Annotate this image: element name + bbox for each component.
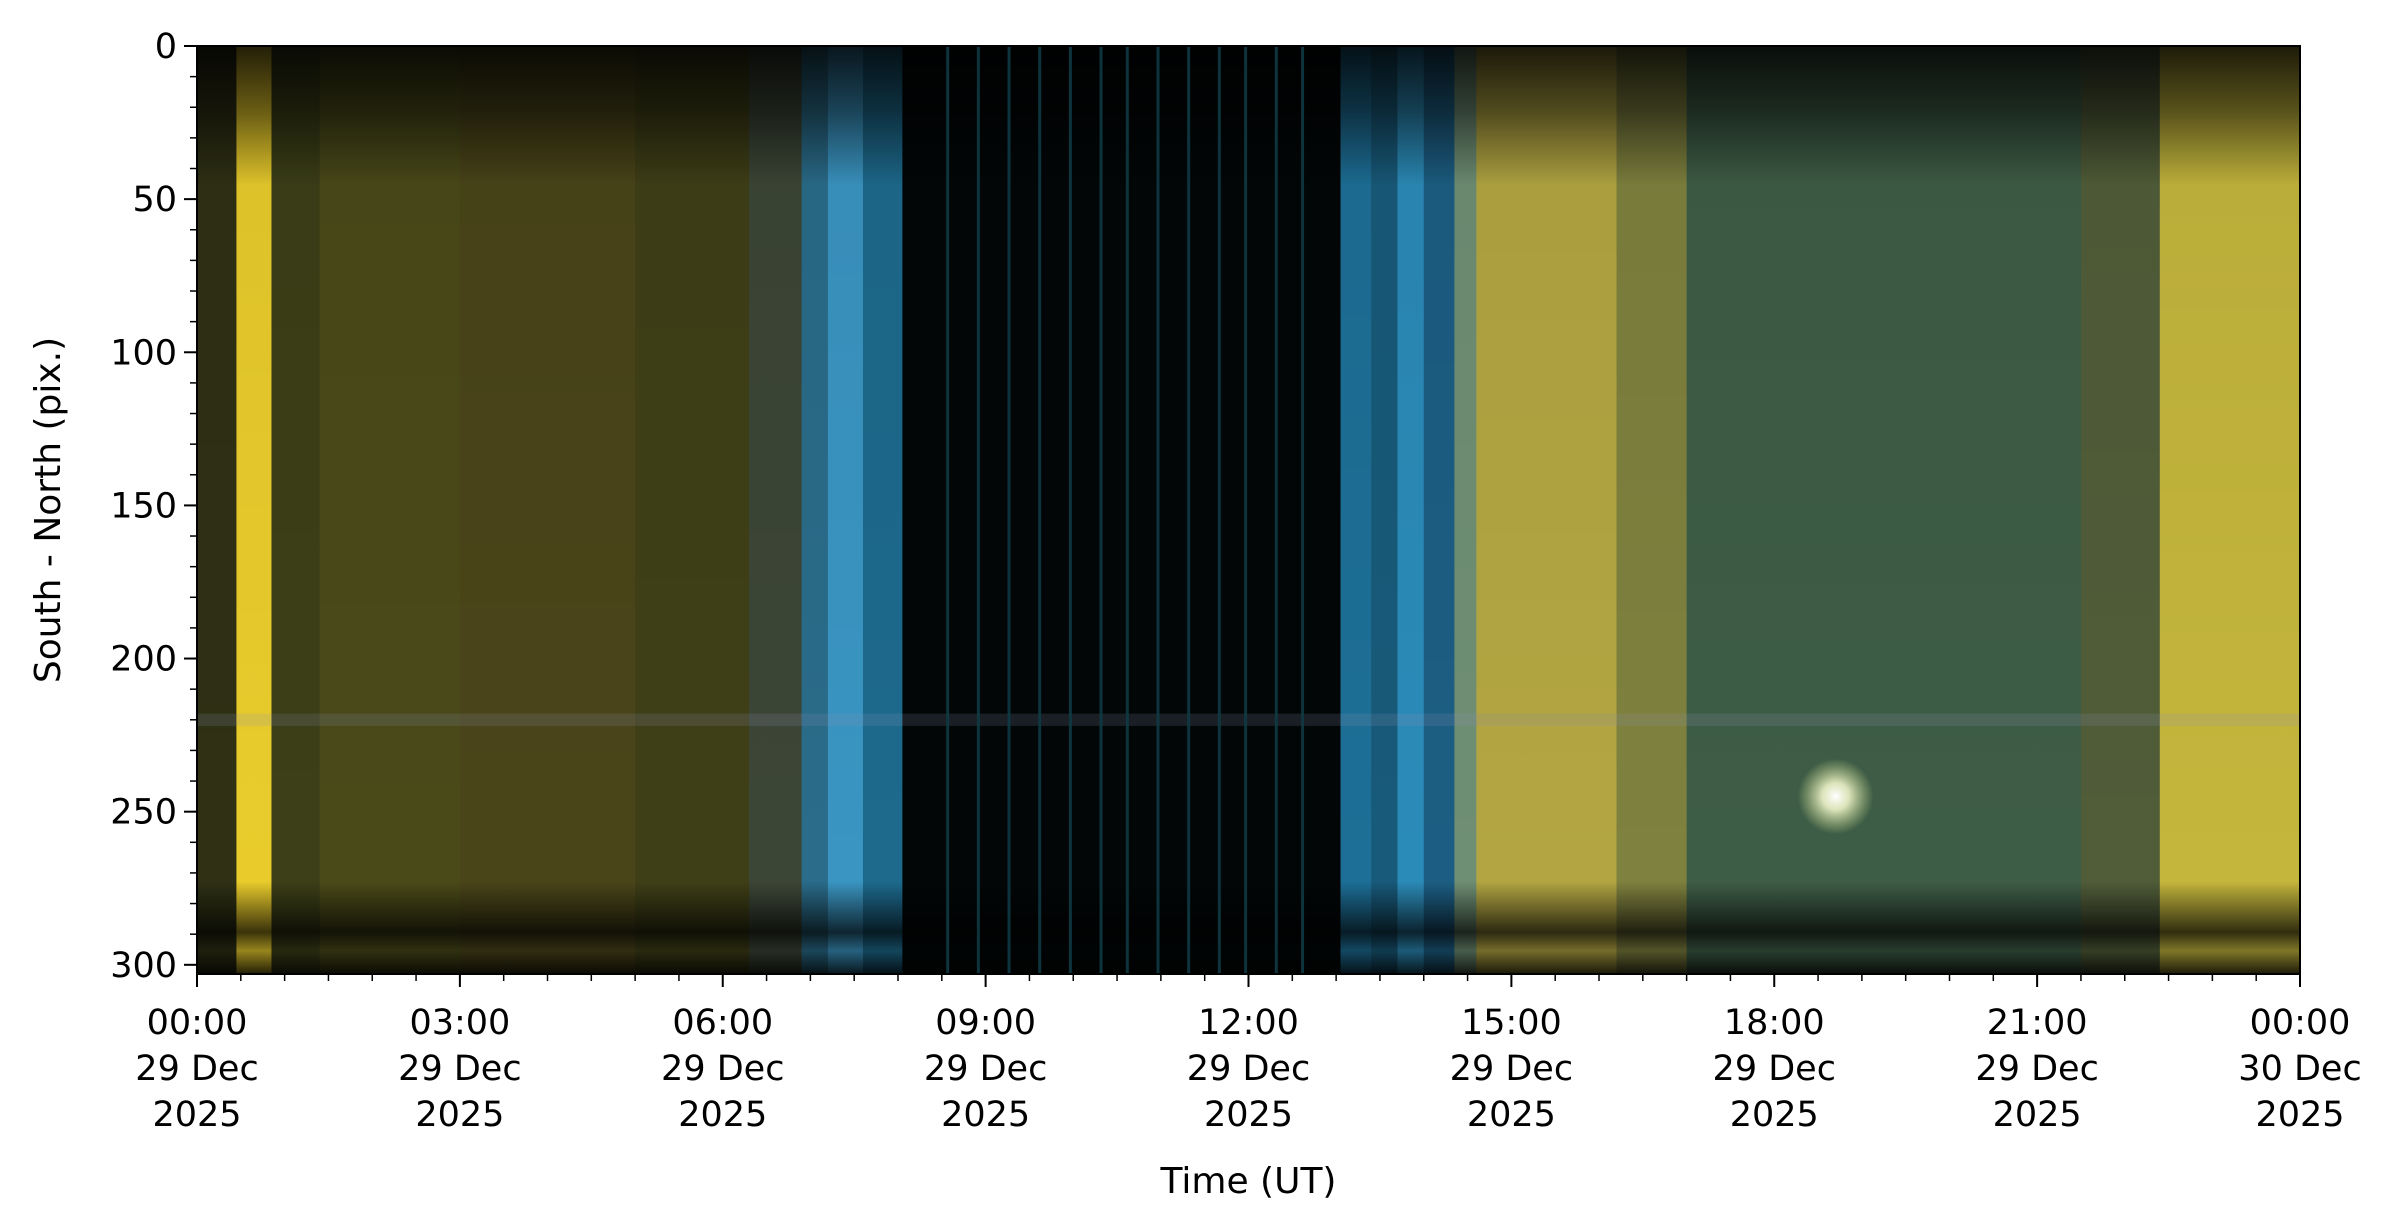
x-tick-label-line: 2025 bbox=[941, 1095, 1030, 1135]
dark-streak bbox=[1217, 46, 1221, 974]
dark-streak bbox=[1244, 46, 1248, 974]
x-tick-label-line: 00:00 bbox=[147, 1003, 248, 1043]
dark-streak bbox=[1007, 46, 1011, 974]
dark-streak bbox=[1125, 46, 1129, 974]
x-tick-label-line: 29 Dec bbox=[1975, 1049, 2098, 1089]
x-tick-label-line: 00:00 bbox=[2250, 1003, 2351, 1043]
x-tick-label-line: 15:00 bbox=[1461, 1003, 1562, 1043]
x-axis-label: Time (UT) bbox=[1160, 1161, 1337, 1202]
x-tick-label-line: 30 Dec bbox=[2238, 1049, 2361, 1089]
x-tick-label-line: 06:00 bbox=[672, 1003, 773, 1043]
y-axis: 0 50 100 150 200 250 300 bbox=[110, 27, 197, 986]
x-tick-label: 18:00 29 Dec 2025 bbox=[1713, 1003, 1836, 1135]
dark-streak bbox=[1038, 46, 1042, 974]
dark-streaks bbox=[946, 46, 1305, 974]
dark-streak bbox=[1068, 46, 1072, 974]
dark-streak bbox=[1274, 46, 1278, 974]
y-tick-label: 300 bbox=[110, 946, 177, 986]
dark-streak bbox=[1156, 46, 1160, 974]
x-tick-label-line: 03:00 bbox=[409, 1003, 510, 1043]
x-tick-label-line: 12:00 bbox=[1198, 1003, 1299, 1043]
x-tick-label-line: 2025 bbox=[1204, 1095, 1293, 1135]
dark-streak bbox=[946, 46, 950, 974]
x-tick-label-line: 09:00 bbox=[935, 1003, 1036, 1043]
y-tick-label: 100 bbox=[110, 333, 177, 373]
x-tick-label-line: 29 Dec bbox=[1187, 1049, 1310, 1089]
x-tick-label: 12:00 29 Dec 2025 bbox=[1187, 1003, 1310, 1135]
x-tick-label: 03:00 29 Dec 2025 bbox=[398, 1003, 521, 1135]
keogram-image bbox=[197, 46, 2300, 974]
x-tick-label-line: 18:00 bbox=[1724, 1003, 1825, 1043]
bright-spot bbox=[1797, 758, 1874, 835]
x-tick-label-line: 2025 bbox=[2255, 1095, 2344, 1135]
x-tick-label-line: 29 Dec bbox=[661, 1049, 784, 1089]
dark-streak bbox=[1187, 46, 1191, 974]
y-tick-label: 0 bbox=[155, 27, 177, 67]
x-tick-label-line: 29 Dec bbox=[135, 1049, 258, 1089]
x-tick-label: 15:00 29 Dec 2025 bbox=[1450, 1003, 1573, 1135]
y-axis-label: South - North (pix.) bbox=[28, 337, 69, 683]
x-tick-label-line: 2025 bbox=[415, 1095, 504, 1135]
x-tick-label: 21:00 29 Dec 2025 bbox=[1975, 1003, 2098, 1135]
y-tick-label: 250 bbox=[110, 793, 177, 833]
horizontal-haze-line bbox=[197, 713, 2300, 726]
x-tick-label-line: 2025 bbox=[1993, 1095, 2082, 1135]
x-tick-label-line: 29 Dec bbox=[1713, 1049, 1836, 1089]
y-tick-label: 50 bbox=[132, 180, 177, 220]
dark-streak bbox=[1099, 46, 1103, 974]
dark-streak bbox=[1301, 46, 1305, 974]
x-tick-label-line: 29 Dec bbox=[398, 1049, 521, 1089]
x-tick-label: 00:00 30 Dec 2025 bbox=[2238, 1003, 2361, 1135]
y-tick-label: 150 bbox=[110, 486, 177, 526]
x-tick-label-line: 2025 bbox=[678, 1095, 767, 1135]
x-tick-label: 09:00 29 Dec 2025 bbox=[924, 1003, 1047, 1135]
y-tick-label: 200 bbox=[110, 640, 177, 680]
x-tick-label-line: 2025 bbox=[152, 1095, 241, 1135]
x-tick-label: 00:00 29 Dec 2025 bbox=[135, 1003, 258, 1135]
x-tick-label-line: 29 Dec bbox=[924, 1049, 1047, 1089]
x-tick-label-line: 2025 bbox=[1467, 1095, 1556, 1135]
dark-streak bbox=[976, 46, 980, 974]
x-tick-label: 06:00 29 Dec 2025 bbox=[661, 1003, 784, 1135]
x-tick-label-line: 2025 bbox=[1730, 1095, 1819, 1135]
vertical-shading bbox=[197, 46, 2300, 974]
x-tick-label-line: 21:00 bbox=[1987, 1003, 2088, 1043]
x-tick-label-line: 29 Dec bbox=[1450, 1049, 1573, 1089]
x-axis: 00:00 29 Dec 2025 03:00 29 Dec 2025 06:00 29 De… bbox=[135, 974, 2362, 1135]
